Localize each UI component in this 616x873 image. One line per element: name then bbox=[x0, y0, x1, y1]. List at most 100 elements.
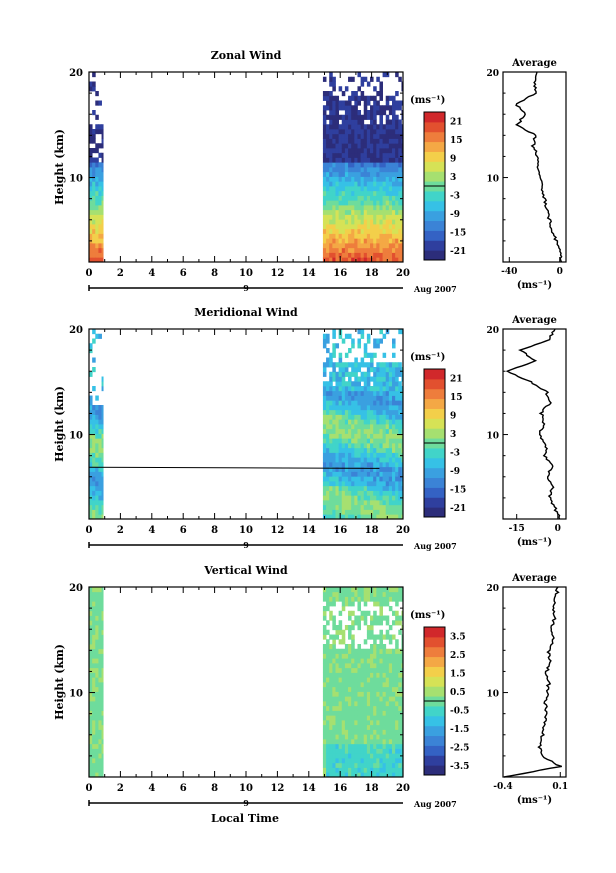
heatmap-cell bbox=[101, 658, 104, 664]
heatmap-cell bbox=[348, 395, 352, 401]
heatmap-cell bbox=[379, 171, 383, 177]
heatmap-cell bbox=[373, 729, 377, 735]
heatmap-cell bbox=[370, 214, 374, 220]
heatmap-cell bbox=[376, 400, 380, 406]
heatmap-cell bbox=[89, 758, 93, 764]
heatmap-cell bbox=[332, 443, 336, 449]
heatmap-cell bbox=[382, 729, 387, 735]
heatmap-cell bbox=[366, 414, 371, 420]
heatmap-cell bbox=[354, 386, 358, 392]
heatmap-cell bbox=[354, 133, 358, 139]
heatmap-cell bbox=[98, 438, 102, 444]
heatmap-cell bbox=[329, 710, 333, 716]
heatmap-cell bbox=[92, 762, 96, 768]
heatmap-cell bbox=[395, 247, 399, 253]
heatmap-cell bbox=[338, 414, 343, 420]
heatmap-cell bbox=[363, 596, 368, 602]
heatmap-cell bbox=[392, 376, 396, 382]
heatmap-cell bbox=[92, 672, 96, 678]
heatmap-cell bbox=[363, 476, 368, 482]
heatmap-cell bbox=[376, 762, 380, 768]
heatmap-cell bbox=[392, 162, 396, 168]
x-tick-label: 6 bbox=[180, 525, 187, 536]
heatmap-cell bbox=[392, 409, 396, 415]
heatmap-cell bbox=[338, 157, 343, 163]
heatmap-cell bbox=[363, 729, 368, 735]
heatmap-cell bbox=[388, 129, 393, 135]
heatmap-cell bbox=[398, 76, 402, 82]
heatmap-cell bbox=[376, 672, 380, 678]
heatmap-cell bbox=[360, 705, 365, 711]
heatmap-cell bbox=[354, 739, 358, 745]
heatmap-cell bbox=[98, 252, 102, 258]
heatmap-cell bbox=[388, 772, 393, 778]
heatmap-cell bbox=[395, 601, 399, 607]
heatmap-cell bbox=[332, 514, 336, 520]
heatmap-cell bbox=[322, 457, 327, 463]
heatmap-cell bbox=[395, 767, 399, 773]
heatmap-cell bbox=[363, 490, 368, 496]
heatmap-cell bbox=[395, 428, 399, 434]
heatmap-cell bbox=[348, 214, 352, 220]
heatmap-cell bbox=[351, 625, 355, 631]
heatmap-cell bbox=[385, 419, 390, 425]
heatmap-cell bbox=[357, 243, 362, 249]
heatmap-cell bbox=[92, 110, 96, 116]
heatmap-cell bbox=[322, 500, 327, 506]
heatmap-cell bbox=[373, 462, 377, 468]
y-axis-title: Height (km) bbox=[53, 644, 66, 720]
heatmap-cell bbox=[95, 762, 99, 768]
heatmap-cell bbox=[92, 629, 96, 635]
heatmap-cell bbox=[385, 715, 390, 721]
heatmap-cell bbox=[379, 438, 383, 444]
heatmap-cell bbox=[95, 462, 99, 468]
heatmap-cell bbox=[366, 452, 371, 458]
heatmap-cell bbox=[354, 672, 358, 678]
heatmap-cell bbox=[382, 587, 387, 593]
heatmap-cell bbox=[363, 395, 368, 401]
heatmap-cell bbox=[98, 457, 102, 463]
heatmap-cell bbox=[101, 667, 104, 673]
heatmap-cell bbox=[335, 209, 340, 215]
heatmap-cell bbox=[101, 620, 104, 626]
heatmap-cell bbox=[332, 243, 336, 249]
heatmap-cell bbox=[385, 190, 390, 196]
heatmap-cell bbox=[341, 209, 346, 215]
heatmap-cell bbox=[92, 209, 96, 215]
heatmap-cell bbox=[92, 729, 96, 735]
heatmap-cell bbox=[382, 124, 387, 130]
heatmap-cell bbox=[379, 86, 383, 92]
heatmap-cell bbox=[332, 424, 336, 430]
heatmap-cell bbox=[335, 433, 340, 439]
heatmap-cell bbox=[326, 195, 330, 201]
heatmap-cell bbox=[344, 176, 349, 182]
heatmap-cell bbox=[370, 729, 374, 735]
heatmap-cell bbox=[379, 591, 383, 597]
heatmap-cell bbox=[370, 715, 374, 721]
heatmap-cell bbox=[376, 190, 380, 196]
heatmap-cell bbox=[366, 705, 371, 711]
heatmap-cell bbox=[351, 224, 355, 230]
heatmap-cell bbox=[370, 428, 374, 434]
colorbar-tick-label: 3.5 bbox=[450, 632, 466, 642]
heatmap-cell bbox=[370, 114, 374, 120]
heatmap-cell bbox=[363, 677, 368, 683]
heatmap-cell bbox=[322, 466, 327, 472]
heatmap-cell bbox=[322, 167, 327, 173]
heatmap-cell bbox=[322, 138, 327, 144]
heatmap-cell bbox=[373, 596, 377, 602]
heatmap-cell bbox=[385, 424, 390, 430]
heatmap-cell bbox=[95, 186, 99, 192]
heatmap-cell bbox=[376, 200, 380, 206]
heatmap-cell bbox=[344, 658, 349, 664]
heatmap-cell bbox=[348, 447, 352, 453]
heatmap-cell bbox=[338, 734, 343, 740]
heatmap-cell bbox=[344, 186, 349, 192]
heatmap-cell bbox=[335, 743, 340, 749]
heatmap-cell bbox=[360, 362, 365, 368]
heatmap-cell bbox=[373, 181, 377, 187]
heatmap-cell bbox=[373, 476, 377, 482]
heatmap-cell bbox=[392, 739, 396, 745]
heatmap-cell bbox=[89, 634, 93, 640]
heatmap-cell bbox=[89, 257, 93, 263]
